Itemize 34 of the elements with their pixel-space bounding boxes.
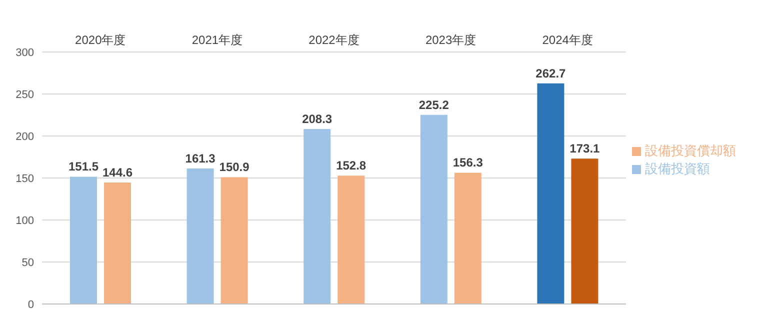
y-tick-label: 300: [16, 46, 34, 59]
data-label: 152.8: [336, 158, 366, 173]
y-tick-label: 100: [16, 214, 34, 227]
data-label: 151.5: [68, 160, 99, 174]
data-label: 156.3: [452, 156, 484, 170]
bar: [304, 129, 331, 304]
data-label: 173.1: [570, 142, 600, 156]
data-label: 208.3: [302, 112, 332, 126]
y-tick-label: 250: [16, 88, 34, 101]
y-tick-label: 200: [16, 130, 34, 143]
data-label: 225.2: [418, 98, 450, 112]
bar: [537, 83, 564, 304]
bar: [70, 176, 97, 304]
data-label: 262.7: [536, 66, 566, 80]
x-tick-label: 2020年度: [75, 33, 126, 47]
data-label: 161.3: [185, 152, 216, 166]
x-tick-label: 2023年度: [425, 33, 476, 47]
y-tick-label: 150: [16, 172, 34, 185]
bar: [186, 168, 214, 304]
bar: [338, 176, 365, 304]
x-tick-label: 2022年度: [308, 33, 360, 47]
legend-label: 設備投資償却額: [645, 143, 736, 158]
bar: [454, 172, 482, 304]
data-label: 150.9: [219, 160, 250, 174]
legend-label: 設備投資額: [645, 161, 710, 176]
bar: [571, 158, 598, 304]
data-label: 144.6: [102, 166, 133, 180]
x-tick-label: 2024年度: [542, 33, 593, 47]
x-tick-label: 2021年度: [192, 33, 243, 47]
bar: [220, 177, 248, 304]
y-tick-label: 0: [28, 298, 34, 311]
bar: [420, 114, 448, 304]
bar: [104, 182, 131, 304]
y-tick-label: 50: [22, 256, 34, 269]
